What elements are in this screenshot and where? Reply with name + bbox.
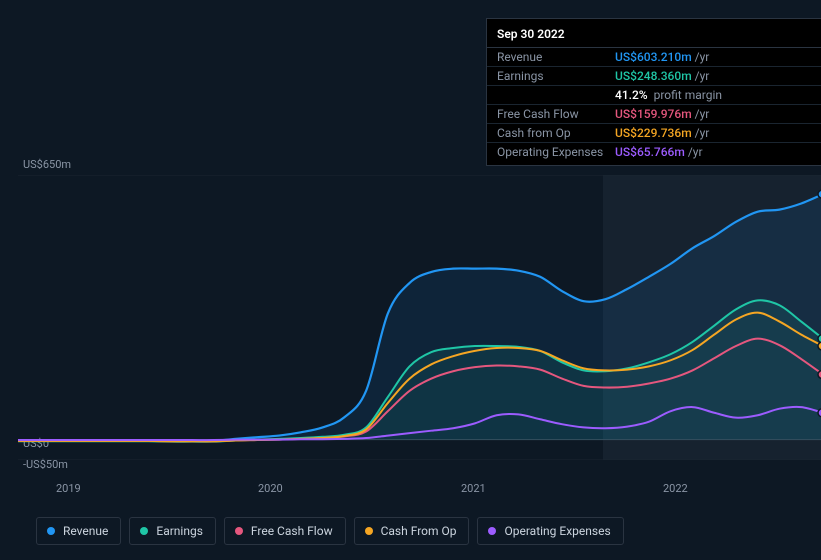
legend-item-revenue[interactable]: Revenue bbox=[36, 517, 121, 545]
legend-item-cashop[interactable]: Cash From Op bbox=[354, 517, 470, 545]
financials-chart: Sep 30 2022 RevenueUS$603.210m/yrEarning… bbox=[18, 0, 821, 560]
x-axis: 2019 2020 2021 2022 bbox=[36, 482, 821, 502]
legend-dot-icon bbox=[365, 527, 373, 535]
tooltip-row-unit: /yr bbox=[688, 145, 703, 159]
legend-item-label: Operating Expenses bbox=[504, 524, 610, 538]
legend-item-label: Earnings bbox=[156, 524, 203, 538]
x-axis-label: 2019 bbox=[56, 482, 81, 495]
tooltip-row-value-wrap: US$248.360m/yr bbox=[615, 69, 709, 83]
tooltip-row-label: Cash from Op bbox=[497, 126, 615, 140]
tooltip-row-extra: 41.2% profit margin bbox=[487, 86, 821, 105]
tooltip-row-label-blank bbox=[497, 88, 615, 102]
tooltip-row-value-wrap: US$229.736m/yr bbox=[615, 126, 709, 140]
tooltip-row-extra-wrap: 41.2% profit margin bbox=[615, 88, 722, 102]
x-axis-label: 2022 bbox=[663, 482, 688, 495]
chart-plot-area[interactable] bbox=[18, 175, 821, 460]
chart-tooltip: Sep 30 2022 RevenueUS$603.210m/yrEarning… bbox=[486, 18, 821, 166]
legend-dot-icon bbox=[235, 527, 243, 535]
tooltip-row-unit: /yr bbox=[695, 107, 710, 121]
tooltip-row-value: US$229.736m bbox=[615, 126, 692, 140]
tooltip-row-value: US$65.766m bbox=[615, 145, 685, 159]
legend-item-fcf[interactable]: Free Cash Flow bbox=[224, 517, 346, 545]
tooltip-row-unit: /yr bbox=[695, 50, 710, 64]
y-axis-top-label: US$650m bbox=[23, 158, 71, 171]
tooltip-row-unit: /yr bbox=[695, 126, 710, 140]
tooltip-row-label: Operating Expenses bbox=[497, 145, 615, 159]
tooltip-row-label: Earnings bbox=[497, 69, 615, 83]
tooltip-row-unit: /yr bbox=[695, 69, 710, 83]
tooltip-row-value: US$159.976m bbox=[615, 107, 692, 121]
legend-dot-icon bbox=[140, 527, 148, 535]
legend-item-opex[interactable]: Operating Expenses bbox=[477, 517, 623, 545]
legend-item-label: Free Cash Flow bbox=[251, 524, 333, 538]
tooltip-row: RevenueUS$603.210m/yr bbox=[487, 48, 821, 67]
legend-dot-icon bbox=[488, 527, 496, 535]
legend-item-earnings[interactable]: Earnings bbox=[129, 517, 216, 545]
tooltip-row: Free Cash FlowUS$159.976m/yr bbox=[487, 105, 821, 124]
legend-item-label: Cash From Op bbox=[381, 524, 457, 538]
tooltip-row-value-wrap: US$65.766m/yr bbox=[615, 145, 703, 159]
legend-item-label: Revenue bbox=[63, 524, 108, 538]
tooltip-row-value-wrap: US$159.976m/yr bbox=[615, 107, 709, 121]
chart-legend: Revenue Earnings Free Cash Flow Cash From O… bbox=[36, 517, 624, 545]
x-axis-label: 2021 bbox=[461, 482, 486, 495]
tooltip-row: EarningsUS$248.360m/yr bbox=[487, 67, 821, 86]
x-axis-label: 2020 bbox=[258, 482, 283, 495]
tooltip-row-note: profit margin bbox=[651, 88, 722, 102]
tooltip-date: Sep 30 2022 bbox=[487, 21, 821, 48]
tooltip-row-label: Revenue bbox=[497, 50, 615, 64]
tooltip-row: Cash from OpUS$229.736m/yr bbox=[487, 124, 821, 143]
tooltip-row-value: US$248.360m bbox=[615, 69, 692, 83]
legend-dot-icon bbox=[47, 527, 55, 535]
tooltip-row-pct: 41.2% bbox=[615, 88, 648, 102]
tooltip-row-value: US$603.210m bbox=[615, 50, 692, 64]
tooltip-row-label: Free Cash Flow bbox=[497, 107, 615, 121]
tooltip-row: Operating ExpensesUS$65.766m/yr bbox=[487, 143, 821, 165]
tooltip-row-value-wrap: US$603.210m/yr bbox=[615, 50, 709, 64]
